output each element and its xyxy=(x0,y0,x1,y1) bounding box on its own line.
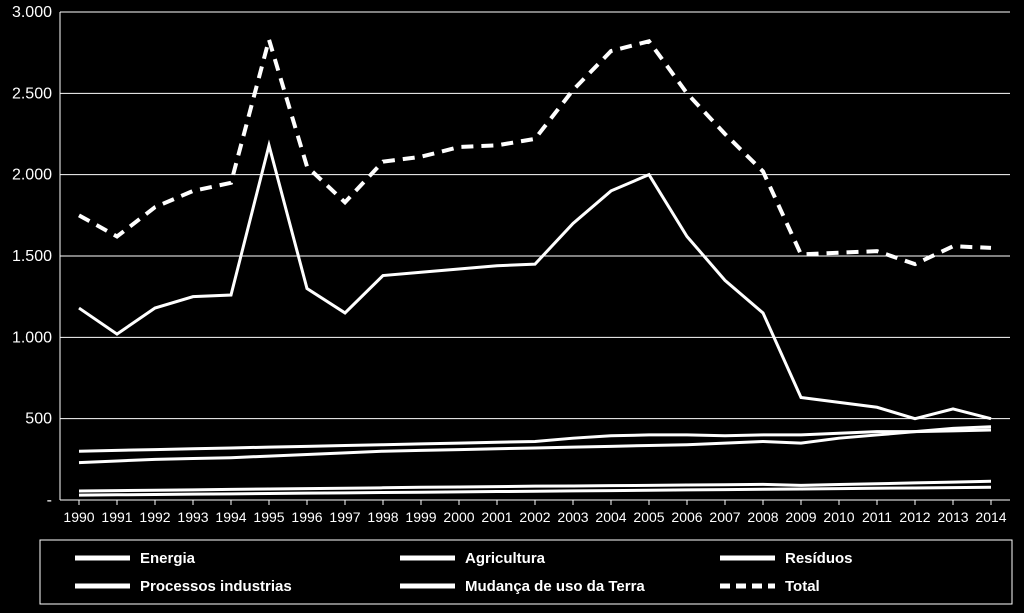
y-tick-label: 2.000 xyxy=(12,167,52,184)
legend-label: Mudança de uso da Terra xyxy=(465,578,645,595)
series-mudança-de-uso-da-terra xyxy=(79,145,991,418)
legend-label: Energia xyxy=(140,550,196,567)
x-tick-label: 2004 xyxy=(595,509,626,525)
x-tick-label: 2002 xyxy=(519,509,550,525)
y-tick-label: 1.500 xyxy=(12,248,52,265)
x-tick-label: 2008 xyxy=(747,509,778,525)
x-tick-label: 1996 xyxy=(291,509,322,525)
x-tick-label: 2009 xyxy=(785,509,816,525)
x-tick-label: 1995 xyxy=(253,509,284,525)
x-tick-label: 1999 xyxy=(405,509,436,525)
legend-label: Processos industrias xyxy=(140,578,292,595)
y-tick-label: 1.000 xyxy=(12,329,52,346)
y-tick-label: - xyxy=(47,492,52,509)
x-tick-label: 2007 xyxy=(709,509,740,525)
x-tick-label: 2006 xyxy=(671,509,702,525)
x-tick-label: 1992 xyxy=(139,509,170,525)
x-tick-label: 2000 xyxy=(443,509,474,525)
emissions-line-chart: - 500 1.000 1.500 2.000 2.500 3.000 1990 1991 199… xyxy=(0,0,1024,613)
y-tick-label: 3.000 xyxy=(12,4,52,21)
legend-label: Agricultura xyxy=(465,550,546,567)
y-tick-label: 500 xyxy=(25,411,52,428)
legend-label: Resíduos xyxy=(785,550,853,567)
x-tick-label: 2003 xyxy=(557,509,588,525)
x-tick-label: 2001 xyxy=(481,509,512,525)
x-tick-label: 2010 xyxy=(823,509,854,525)
x-tick-label: 1997 xyxy=(329,509,360,525)
x-tick-label: 1998 xyxy=(367,509,398,525)
x-tick-label: 2012 xyxy=(899,509,930,525)
x-tick-label: 1994 xyxy=(215,509,246,525)
x-tick-label: 1991 xyxy=(101,509,132,525)
y-tick-label: 2.500 xyxy=(12,85,52,102)
x-tick-label: 2011 xyxy=(862,509,892,525)
x-tick-label: 1993 xyxy=(177,509,208,525)
series-total xyxy=(79,40,991,264)
x-tick-label: 2014 xyxy=(975,509,1006,525)
x-tick-label: 2013 xyxy=(937,509,968,525)
x-tick-label: 1990 xyxy=(63,509,94,525)
chart-svg: - 500 1.000 1.500 2.000 2.500 3.000 1990 1991 199… xyxy=(0,0,1024,613)
x-tick-label: 2005 xyxy=(633,509,664,525)
legend-label: Total xyxy=(785,578,820,595)
